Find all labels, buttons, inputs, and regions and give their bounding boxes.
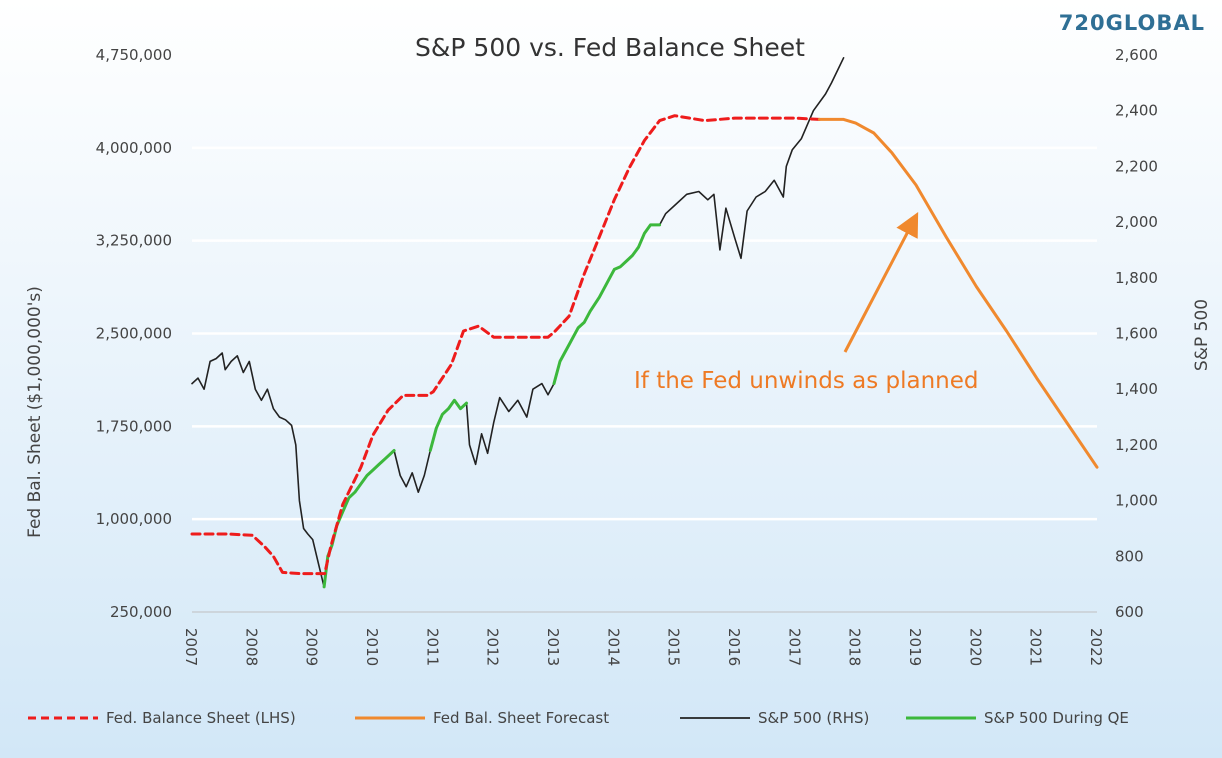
annotation: If the Fed unwinds as planned [634, 212, 978, 394]
left-tick-label: 3,250,000 [96, 232, 172, 250]
x-tick-label: 2018 [846, 628, 864, 666]
left-tick-label: 1,000,000 [96, 510, 172, 528]
x-tick-label: 2021 [1027, 628, 1045, 666]
right-tick-label: 1,200 [1115, 436, 1158, 454]
right-axis-title: S&P 500 [1192, 299, 1212, 371]
annotation-text: If the Fed unwinds as planned [634, 368, 978, 394]
x-tick-label: 2010 [363, 628, 381, 666]
x-tick-label: 2013 [544, 628, 562, 666]
series-line-s-p-500-during-qe [428, 398, 468, 452]
right-axis-ticks: 2,600 2,400 2,200 2,000 1,800 1,600 1,400 1,200… [1115, 46, 1158, 621]
left-axis-ticks: 4,750,000 4,000,000 3,250,000 2,500,000 1,75… [96, 46, 172, 621]
series-line-s-p-500-rhs [191, 352, 325, 588]
right-tick-label: 1,000 [1115, 492, 1158, 510]
left-tick-label: 4,000,000 [96, 139, 172, 157]
series-line-s-p-500-rhs [465, 382, 555, 466]
x-tick-label: 2014 [604, 628, 622, 666]
x-tick-label: 2012 [484, 628, 502, 666]
x-tick-label: 2016 [725, 628, 743, 666]
annotation-arrow [843, 212, 919, 353]
left-tick-label: 2,500,000 [96, 325, 172, 343]
right-tick-label: 2,600 [1115, 46, 1158, 64]
x-tick-label: 2011 [423, 628, 441, 666]
x-tick-label: 2022 [1087, 628, 1105, 666]
right-tick-label: 1,600 [1115, 325, 1158, 343]
legend-label: S&P 500 (RHS) [758, 709, 869, 727]
legend-label: Fed Bal. Sheet Forecast [433, 709, 609, 727]
series-line-s-p-500-rhs [393, 449, 432, 493]
left-tick-label: 250,000 [110, 603, 172, 621]
series-line-s-p-500-during-qe [552, 223, 662, 386]
left-tick-label: 1,750,000 [96, 417, 172, 435]
x-tick-label: 2019 [906, 628, 924, 666]
right-tick-label: 1,800 [1115, 269, 1158, 287]
x-tick-label: 2015 [665, 628, 683, 666]
series-line-s-p-500-rhs [658, 57, 845, 260]
right-tick-label: 2,000 [1115, 213, 1158, 231]
x-tick-label: 2017 [785, 628, 803, 666]
series-line-fed-bal-sheet-forecast [818, 117, 1099, 469]
legend-label: S&P 500 During QE [984, 709, 1129, 727]
right-tick-label: 600 [1115, 603, 1144, 621]
right-tick-label: 800 [1115, 547, 1144, 565]
series-layer [190, 57, 1099, 589]
right-tick-label: 1,400 [1115, 380, 1158, 398]
series-line-fed-balance-sheet-lhs [190, 114, 821, 576]
x-tick-label: 2020 [966, 628, 984, 666]
legend-label: Fed. Balance Sheet (LHS) [106, 709, 296, 727]
right-tick-label: 2,400 [1115, 102, 1158, 120]
left-axis-title: Fed Bal. Sheet ($1,000,000's) [25, 286, 45, 538]
gridlines [192, 146, 1097, 613]
series-line-s-p-500-during-qe [322, 449, 396, 589]
brand-logo: 720GLOBAL [1059, 11, 1205, 35]
x-tick-label: 2007 [182, 628, 200, 666]
x-axis-ticks: 2007 2008 2009 2010 2011 2012 2013 2014 2015 2016… [182, 628, 1105, 666]
x-tick-label: 2009 [303, 628, 321, 666]
chart-title: S&P 500 vs. Fed Balance Sheet [415, 33, 805, 62]
right-tick-label: 2,200 [1115, 157, 1158, 175]
legend: Fed. Balance Sheet (LHS) Fed Bal. Sheet F… [28, 709, 1129, 727]
x-tick-label: 2008 [242, 628, 260, 666]
left-tick-label: 4,750,000 [96, 46, 172, 64]
